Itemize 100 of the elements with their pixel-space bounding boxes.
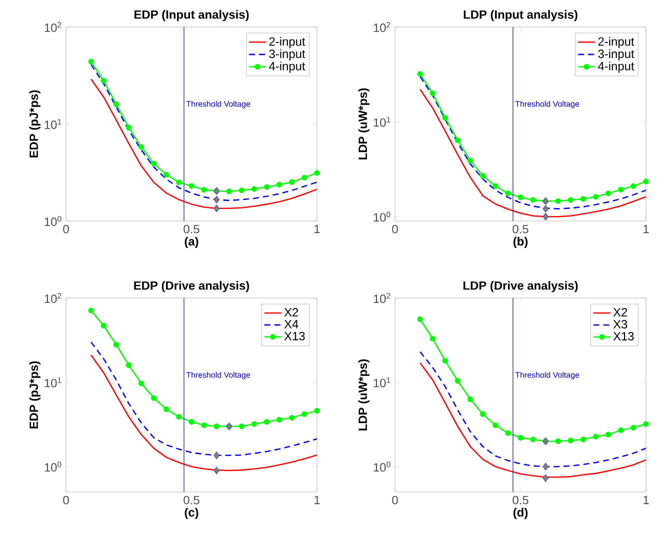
point bbox=[302, 411, 308, 417]
x-tick-label: 1 bbox=[314, 496, 320, 504]
chart-title: EDP (Drive analysis) bbox=[134, 281, 250, 292]
point bbox=[113, 342, 120, 348]
y-tick-label: 10$^{0}$ bbox=[374, 212, 390, 222]
point bbox=[226, 188, 232, 194]
point bbox=[568, 438, 574, 444]
point bbox=[430, 90, 436, 96]
point bbox=[542, 474, 549, 482]
y-tick-label: 10$^{1}$ bbox=[374, 377, 390, 388]
y-tick-label: 10$^{0}$ bbox=[44, 216, 62, 226]
point bbox=[100, 322, 106, 328]
legend-label: X3 bbox=[613, 320, 628, 328]
x-tick-label: 0 bbox=[392, 224, 398, 234]
x-axis-title: (a) bbox=[184, 236, 198, 248]
point bbox=[518, 434, 524, 441]
point bbox=[454, 137, 461, 144]
point bbox=[264, 184, 270, 190]
point bbox=[214, 424, 220, 430]
point bbox=[530, 436, 536, 442]
point bbox=[542, 205, 549, 213]
x-axis-title: (c) bbox=[184, 508, 198, 519]
x-axis-title: (b) bbox=[513, 236, 528, 248]
point bbox=[214, 466, 220, 474]
point bbox=[214, 452, 220, 460]
point bbox=[164, 172, 170, 178]
point bbox=[126, 362, 132, 368]
chart-title: EDP (Input analysis) bbox=[134, 10, 249, 22]
point bbox=[289, 414, 295, 421]
point bbox=[542, 462, 549, 470]
point bbox=[126, 124, 132, 130]
legend-label: 2-input bbox=[598, 37, 634, 48]
point bbox=[492, 422, 498, 428]
point bbox=[314, 170, 320, 176]
point bbox=[580, 196, 586, 202]
point bbox=[480, 172, 486, 179]
point bbox=[555, 198, 561, 204]
point bbox=[138, 380, 144, 386]
point bbox=[530, 197, 536, 203]
point bbox=[264, 418, 270, 425]
point bbox=[592, 194, 599, 200]
point bbox=[214, 196, 220, 204]
point bbox=[214, 204, 220, 212]
point bbox=[606, 432, 612, 438]
point bbox=[643, 178, 649, 184]
y-tick-label: 10$^{2}$ bbox=[44, 292, 62, 303]
y-tick-label: 10$^{1}$ bbox=[44, 377, 62, 388]
point bbox=[467, 396, 474, 402]
point bbox=[100, 78, 106, 84]
y-tick-label: 10$^{2}$ bbox=[374, 22, 390, 32]
point bbox=[505, 190, 511, 196]
point bbox=[618, 186, 624, 192]
point bbox=[580, 436, 586, 442]
x-tick-label: 1 bbox=[314, 224, 320, 234]
point bbox=[113, 101, 120, 108]
x-tick-label: 1 bbox=[644, 224, 649, 234]
point bbox=[188, 418, 194, 425]
x-tick-label: 0.5 bbox=[184, 496, 200, 504]
y-tick-label: 10$^{0}$ bbox=[44, 462, 62, 472]
point bbox=[606, 190, 612, 196]
point bbox=[480, 411, 486, 417]
point bbox=[302, 174, 308, 180]
point bbox=[518, 194, 524, 200]
x-axis-title: (d) bbox=[513, 508, 528, 519]
point bbox=[442, 115, 448, 121]
point bbox=[467, 158, 474, 164]
point bbox=[568, 197, 574, 203]
x-tick-label: 0.5 bbox=[512, 224, 528, 234]
x-tick-label: 1 bbox=[644, 496, 649, 504]
point bbox=[176, 414, 182, 420]
point bbox=[417, 71, 423, 77]
x-tick-label: 0.5 bbox=[184, 224, 200, 234]
y-tick-label: 10$^{2}$ bbox=[44, 22, 62, 32]
legend-label: 2-input bbox=[269, 37, 306, 48]
point bbox=[164, 406, 170, 412]
point bbox=[314, 408, 320, 414]
point bbox=[454, 378, 461, 384]
y-axis-title: EDP (pJ*ps) bbox=[29, 90, 40, 158]
y-axis-title: LDP (uW*ps) bbox=[358, 88, 370, 160]
point bbox=[417, 316, 423, 322]
y-tick-label: 10$^{1}$ bbox=[374, 116, 390, 127]
x-tick-label: 0 bbox=[63, 496, 69, 504]
y-axis-title: LDP (uW*ps) bbox=[358, 359, 370, 430]
legend-label: 4-input bbox=[269, 62, 306, 73]
point bbox=[492, 183, 498, 189]
point bbox=[630, 183, 636, 189]
chart-title: LDP (Drive analysis) bbox=[463, 281, 578, 292]
point bbox=[542, 212, 549, 220]
point bbox=[289, 179, 295, 185]
x-tick-label: 0 bbox=[392, 496, 398, 504]
point bbox=[151, 395, 157, 401]
point bbox=[505, 430, 511, 436]
chart-title: LDP (Input analysis) bbox=[464, 10, 578, 22]
point bbox=[442, 358, 448, 364]
point bbox=[201, 422, 207, 428]
point bbox=[138, 144, 144, 150]
point bbox=[251, 421, 258, 427]
point bbox=[188, 183, 194, 189]
y-tick-label: 10$^{1}$ bbox=[44, 119, 62, 129]
point bbox=[238, 188, 245, 194]
